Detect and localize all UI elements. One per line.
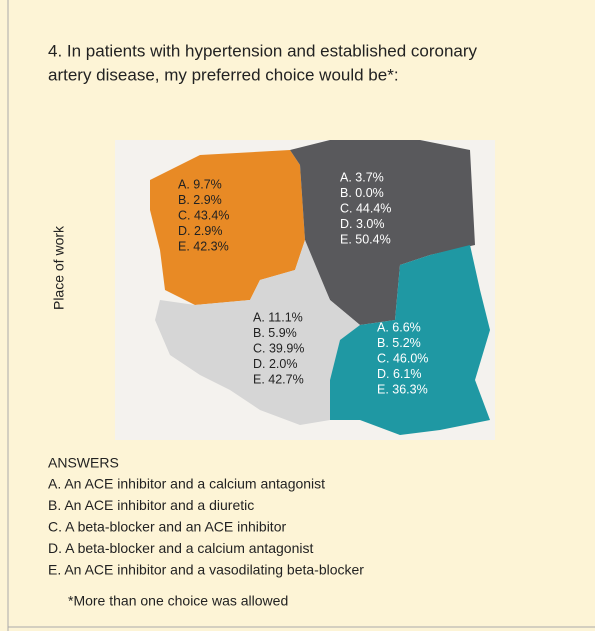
answer: C. A beta-blocker and an ACE inhibitor (48, 519, 286, 535)
title: 4. In patients with hypertension and est… (48, 41, 478, 60)
region-label: A. 6.6% (377, 320, 421, 334)
region-label: C. 46.0% (377, 351, 428, 365)
answers-header: ANSWERS (48, 455, 119, 471)
region (155, 240, 360, 425)
region (290, 140, 475, 325)
region (330, 245, 490, 435)
region-label: B. 5.9% (253, 326, 297, 340)
region-label: E. 50.4% (340, 232, 391, 246)
region-label: C. 39.9% (253, 341, 304, 355)
axis-label: Place of work (51, 225, 67, 310)
region-label: D. 2.9% (178, 224, 222, 238)
region-label: A. 9.7% (178, 177, 222, 191)
region-label: A. 3.7% (340, 170, 384, 184)
answer: E. An ACE inhibitor and a vasodilating b… (48, 562, 364, 578)
region-label: D. 3.0% (340, 217, 384, 231)
region-label: D. 6.1% (377, 367, 421, 381)
answer: A. An ACE inhibitor and a calcium antago… (48, 476, 325, 492)
region-label: A. 11.1% (253, 310, 303, 324)
region-label: D. 2.0% (253, 357, 297, 371)
region-label: B. 5.2% (377, 336, 421, 350)
answer: D. A beta-blocker and a calcium antagoni… (48, 540, 313, 556)
region-label: E. 36.3% (377, 382, 428, 396)
region-label: B. 2.9% (178, 193, 222, 207)
region-label: B. 0.0% (340, 186, 384, 200)
region-label: E. 42.3% (178, 239, 229, 253)
answer: B. An ACE inhibitor and a diuretic (48, 497, 254, 513)
region-label: C. 43.4% (178, 208, 229, 222)
region-label: C. 44.4% (340, 201, 391, 215)
region-label: E. 42.7% (253, 372, 304, 386)
region (150, 150, 305, 305)
footnote: *More than one choice was allowed (68, 593, 288, 609)
title: artery disease, my preferred choice woul… (48, 65, 399, 84)
